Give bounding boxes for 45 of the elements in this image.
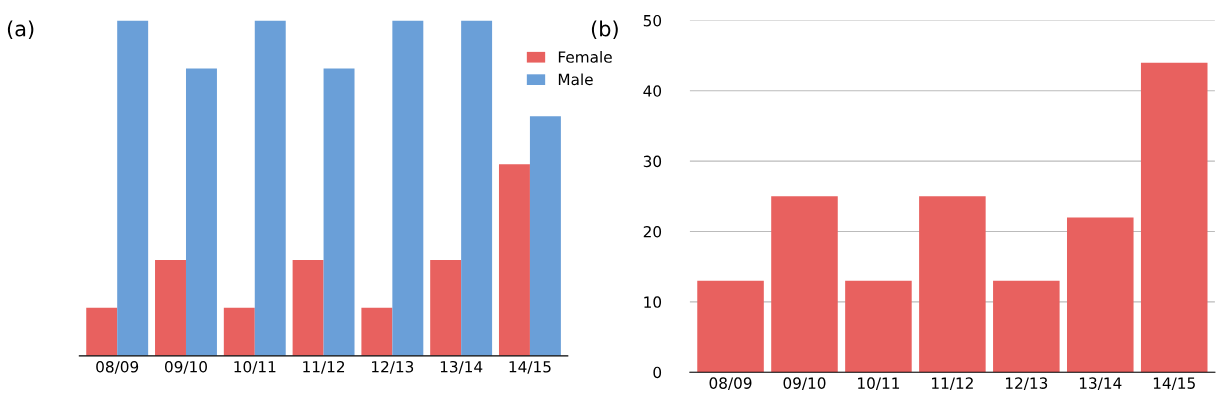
x-tick-label: 10/11	[234, 360, 276, 374]
x-tick-label: 14/15	[509, 361, 551, 374]
x-tick-label: 11/12	[932, 377, 973, 391]
legend-label: Male	[558, 73, 593, 86]
x-tick-label: 09/10	[783, 377, 826, 391]
bar	[1067, 217, 1134, 373]
x-tick-label: 12/13	[372, 360, 414, 374]
x-tick-label: 09/10	[164, 360, 207, 374]
bar	[361, 307, 393, 356]
bar	[117, 20, 149, 356]
legend-label: Female	[558, 50, 612, 63]
bar	[771, 196, 838, 373]
x-tick-label: 14/15	[1153, 377, 1195, 391]
bar	[223, 307, 255, 356]
bar	[185, 68, 217, 356]
x-tick-label: 12/13	[1005, 377, 1048, 391]
x-tick-label: 11/12	[303, 360, 345, 374]
bar	[845, 280, 912, 373]
bar	[529, 116, 561, 356]
bar	[292, 259, 324, 356]
x-tick-label: 08/09	[96, 360, 139, 374]
y-tick-label: 30	[643, 155, 662, 168]
x-tick-label: 13/14	[440, 360, 483, 374]
y-tick-label: 0	[653, 366, 662, 379]
y-tick-label: 20	[643, 225, 662, 238]
x-tick-label: 13/14	[1079, 377, 1122, 391]
bar	[392, 20, 424, 356]
bar	[254, 20, 286, 356]
text: (b)	[591, 20, 618, 40]
y-tick-label: 10	[644, 296, 662, 308]
bar	[323, 68, 355, 356]
y-tick-label: 50	[643, 14, 662, 27]
x-tick-label: 10/11	[858, 377, 900, 391]
bar	[461, 20, 493, 356]
y-tick-label: 40	[643, 85, 662, 97]
bar	[919, 196, 986, 373]
bar	[430, 259, 462, 356]
bar	[1140, 62, 1208, 373]
bar	[155, 259, 186, 356]
bar	[498, 164, 530, 356]
bar	[993, 280, 1060, 373]
bar	[86, 307, 118, 356]
bar	[697, 280, 764, 373]
text: (a)	[7, 20, 34, 40]
x-tick-label: 08/09	[709, 377, 752, 391]
